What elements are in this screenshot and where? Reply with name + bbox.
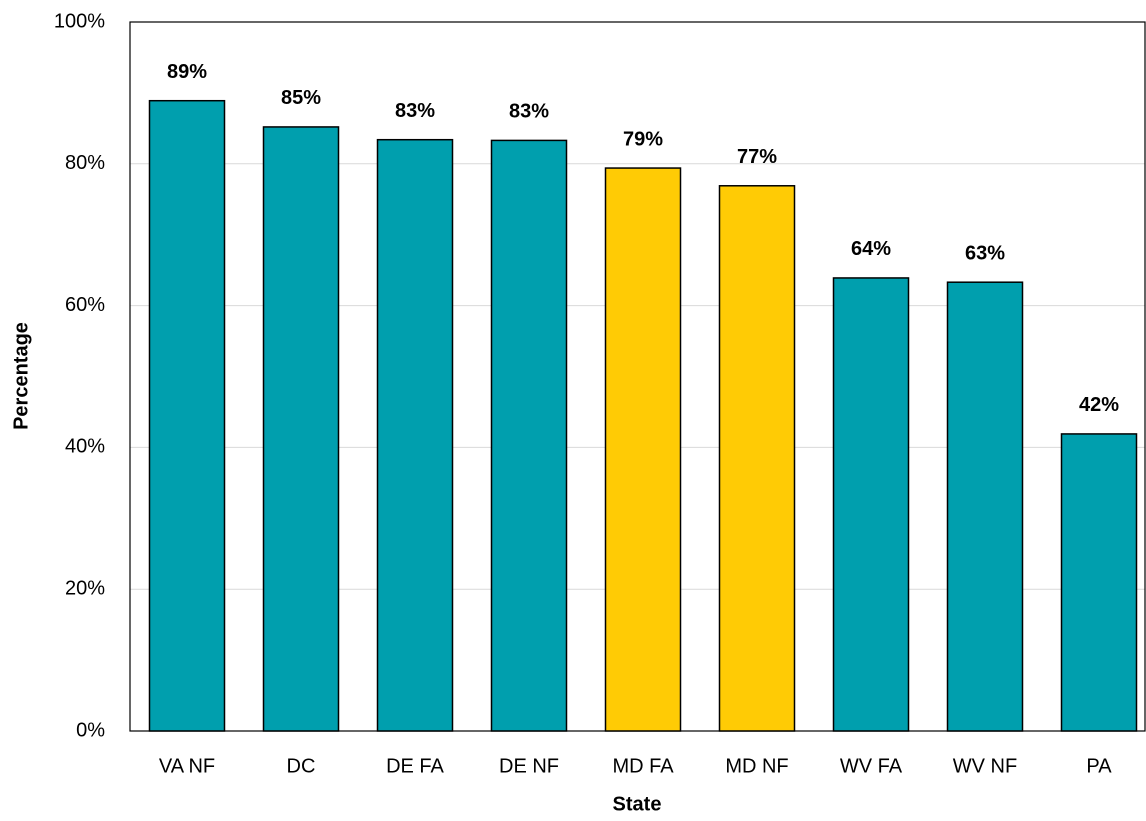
x-tick-label: DE NF	[499, 755, 559, 777]
y-tick-label: 80%	[65, 152, 105, 174]
value-label: 85%	[281, 87, 321, 109]
bar	[490, 139, 568, 732]
x-tick-label: WV FA	[840, 755, 903, 777]
value-label: 89%	[167, 61, 207, 83]
x-axis-title: State	[613, 793, 662, 815]
x-tick-label: MD FA	[612, 755, 674, 777]
bar	[148, 99, 226, 732]
value-label: 77%	[737, 146, 777, 168]
x-tick-label: DC	[287, 755, 316, 777]
y-tick-label: 100%	[54, 10, 105, 32]
y-tick-label: 40%	[65, 436, 105, 458]
y-tick-label: 60%	[65, 294, 105, 316]
bar	[376, 138, 454, 732]
value-label: 42%	[1079, 394, 1119, 416]
x-tick-label: VA NF	[159, 755, 215, 777]
bar	[604, 167, 682, 732]
bar	[832, 277, 910, 732]
value-label: 83%	[395, 100, 435, 122]
bar	[946, 281, 1024, 732]
y-tick-label: 0%	[76, 719, 105, 741]
x-tick-label: WV NF	[953, 755, 1017, 777]
value-label: 79%	[623, 128, 663, 150]
x-tick-label: DE FA	[386, 755, 444, 777]
bar	[1060, 433, 1138, 732]
x-tick-label: MD NF	[725, 755, 788, 777]
value-label: 63%	[965, 242, 1005, 264]
y-axis-title: Percentage	[10, 322, 32, 430]
value-label: 83%	[509, 101, 549, 123]
bar	[718, 185, 796, 732]
x-tick-label: PA	[1086, 755, 1112, 777]
value-label: 64%	[851, 238, 891, 260]
y-tick-label: 20%	[65, 577, 105, 599]
bar	[262, 126, 340, 732]
